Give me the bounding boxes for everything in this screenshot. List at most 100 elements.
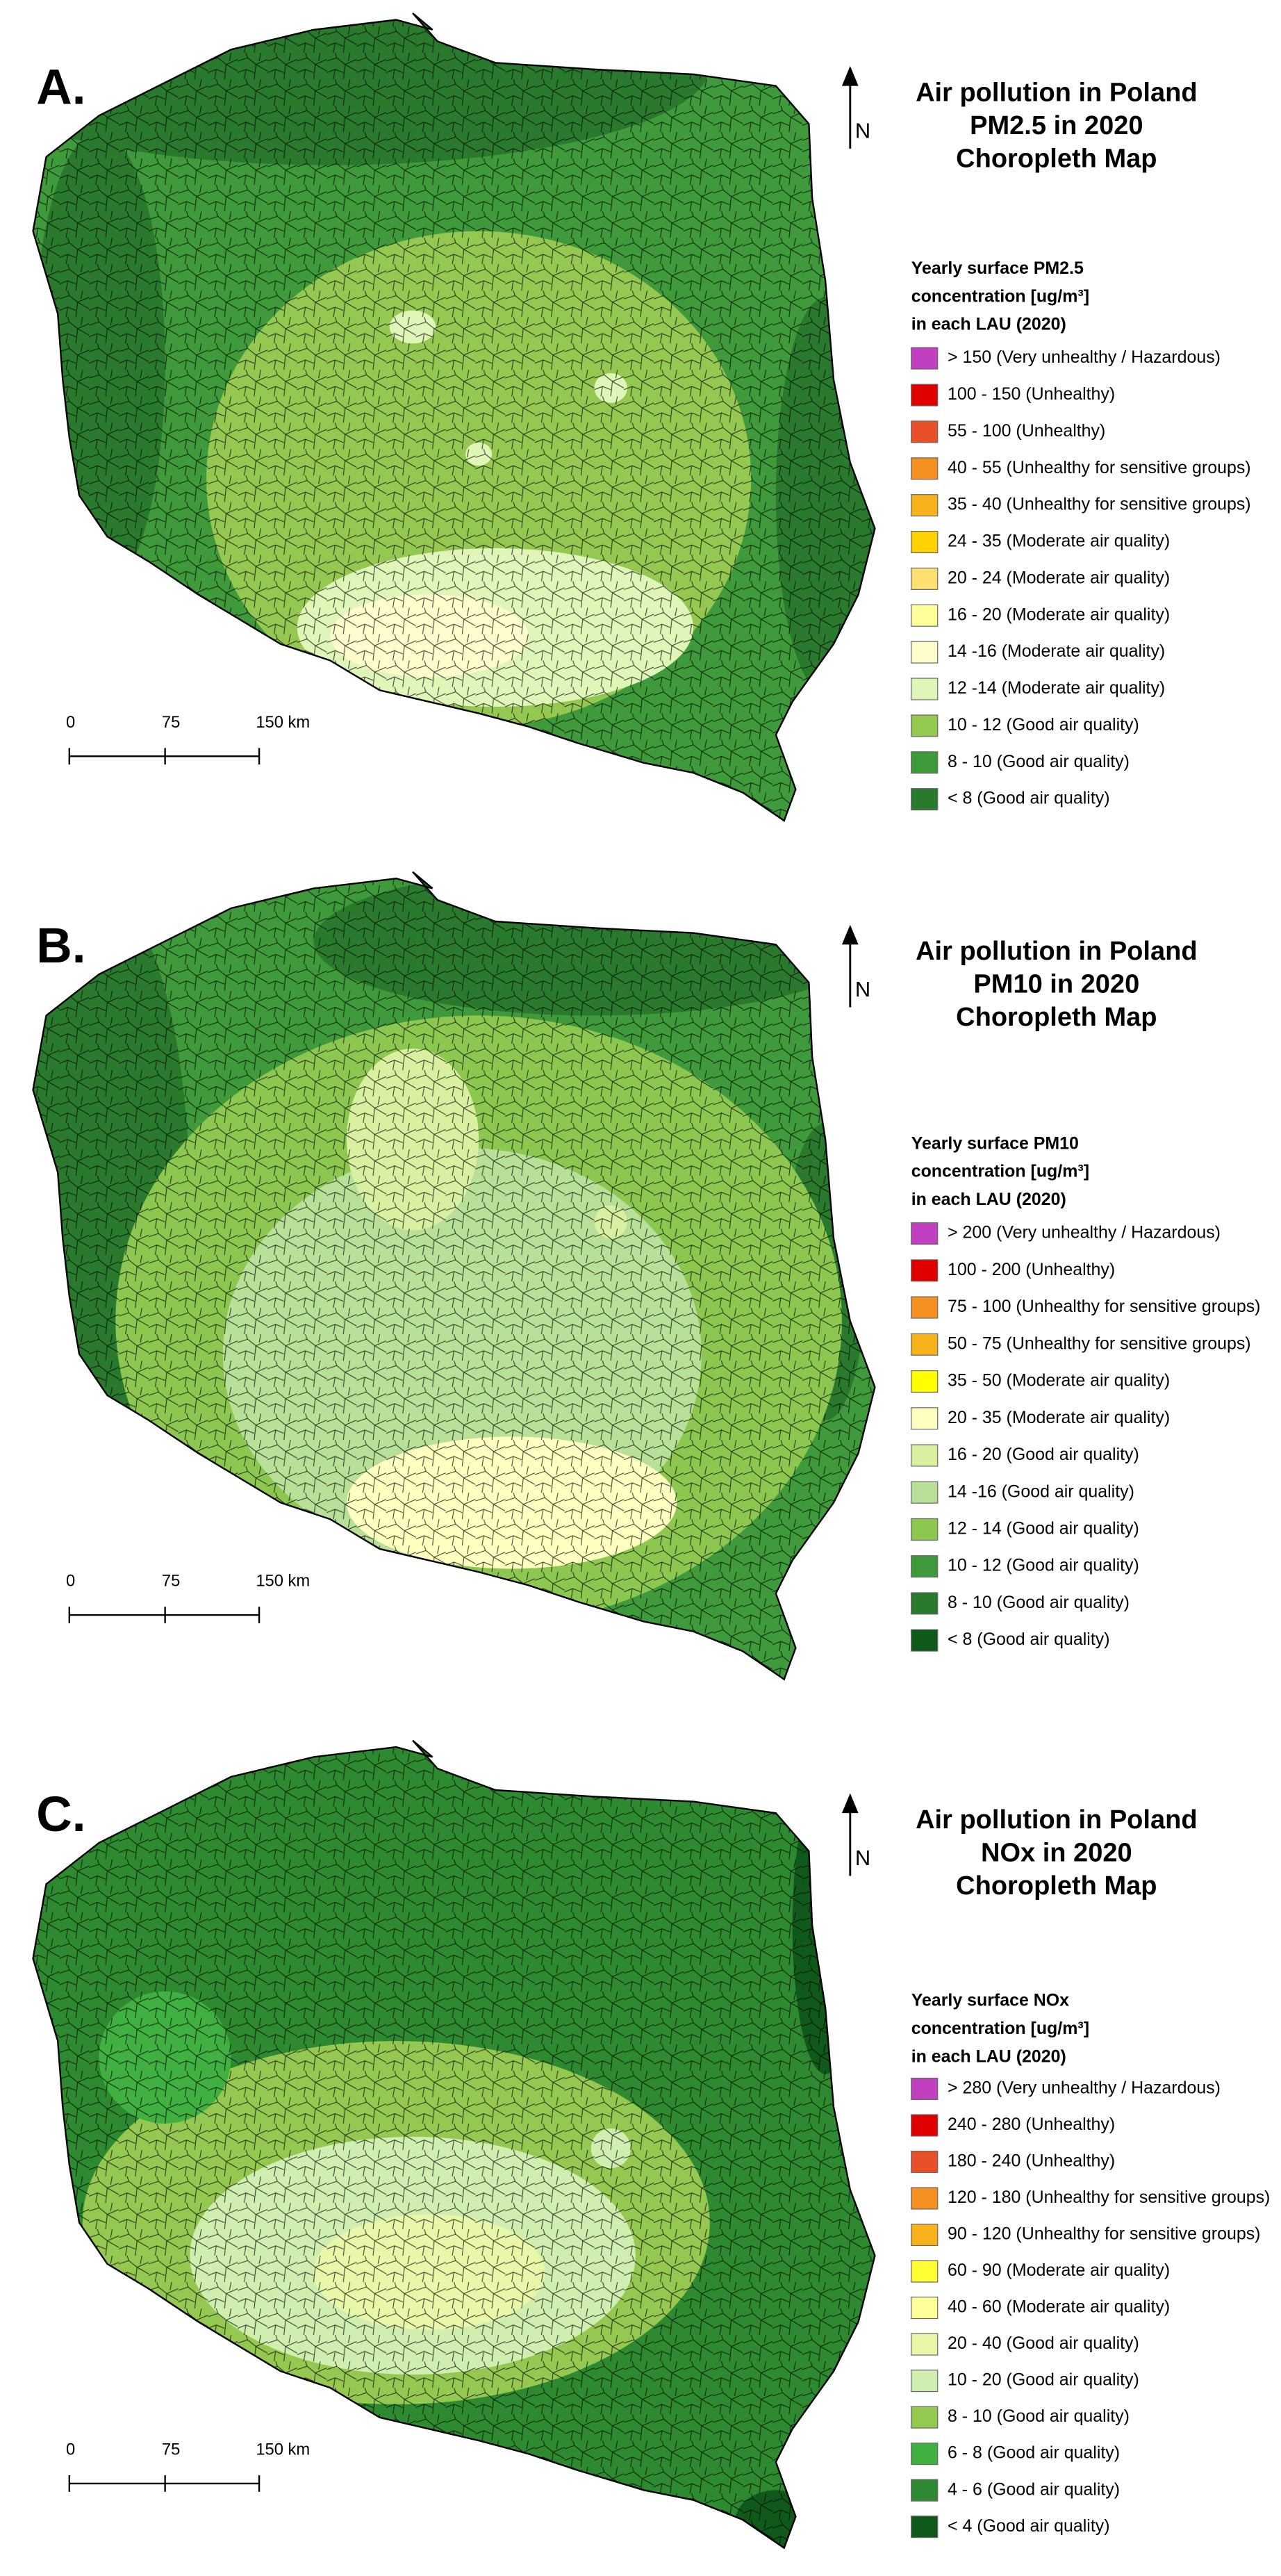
legend-swatch (911, 347, 939, 370)
legend-swatch (911, 2297, 939, 2320)
legend-swatch (911, 457, 939, 480)
legend-label: > 150 (Very unhealthy / Hazardous) (948, 347, 1221, 367)
map-title: Air pollution in Poland (916, 937, 1197, 966)
legend-swatch (911, 1444, 939, 1467)
legend-swatch (911, 2260, 939, 2283)
legend-label: 180 - 240 (Unhealthy) (948, 2151, 1115, 2171)
legend-swatch (911, 1296, 939, 1319)
map-title: Choropleth Map (956, 145, 1157, 174)
legend-swatch (911, 2150, 939, 2174)
legend-swatch (911, 678, 939, 700)
map (33, 871, 875, 1680)
north-arrow-head (841, 1793, 859, 1814)
legend-swatch (911, 641, 939, 664)
legend-swatch (911, 2333, 939, 2356)
legend-swatch (911, 2516, 939, 2538)
legend-label: 16 - 20 (Moderate air quality) (948, 605, 1170, 624)
north-arrow-head (841, 66, 859, 86)
legend-label: 12 -14 (Moderate air quality) (948, 678, 1165, 698)
legend-label: < 8 (Good air quality) (948, 789, 1110, 808)
legend-label: > 200 (Very unhealthy / Hazardous) (948, 1223, 1221, 1242)
legend-label: 10 - 20 (Good air quality) (948, 2370, 1139, 2390)
legend-label: 14 -16 (Good air quality) (948, 1482, 1134, 1501)
legend-swatch (911, 2187, 939, 2210)
north-label: N (855, 118, 870, 142)
legend-label: 35 - 40 (Unhealthy for sensitive groups) (948, 495, 1251, 514)
legend-swatch (911, 2224, 939, 2247)
legend-swatch (911, 604, 939, 627)
legend-swatch (911, 2370, 939, 2393)
legend-swatch (911, 1629, 939, 1652)
scale-label: 75 (162, 2440, 180, 2459)
panel-label: B. (36, 918, 85, 974)
map-outline (32, 871, 876, 1681)
legend-swatch (911, 1259, 939, 1282)
legend-swatch (911, 1222, 939, 1245)
legend-label: 120 - 180 (Unhealthy for sensitive group… (948, 2188, 1270, 2207)
panel: B. Air pollution in Poland PM10 in 2020 Cho… (32, 871, 1261, 1681)
legend-title: Yearly surface NOx (911, 1991, 1069, 2010)
map-title: Choropleth Map (956, 1871, 1157, 1901)
legend-label: 8 - 10 (Good air quality) (948, 2406, 1130, 2426)
legend-swatch (911, 1555, 939, 1578)
legend-label: 75 - 100 (Unhealthy for sensitive groups… (948, 1297, 1261, 1316)
scale-label: 150 km (256, 2440, 310, 2459)
legend-label: 90 - 120 (Unhealthy for sensitive groups… (948, 2224, 1261, 2244)
legend-swatch (911, 1370, 939, 1393)
legend-label: 50 - 75 (Unhealthy for sensitive groups) (948, 1334, 1251, 1353)
legend-label: 100 - 150 (Unhealthy) (948, 384, 1115, 404)
legend-title: concentration [ug/m³] (911, 286, 1089, 306)
legend-label: 16 - 20 (Good air quality) (948, 1445, 1139, 1464)
legend-label: 100 - 200 (Unhealthy) (948, 1260, 1115, 1279)
legend-label: 24 - 35 (Moderate air quality) (948, 532, 1170, 551)
legend-label: 35 - 50 (Moderate air quality) (948, 1371, 1170, 1390)
legend-label: 20 - 35 (Moderate air quality) (948, 1408, 1170, 1427)
north-label: N (855, 1846, 870, 1870)
legend-swatch (911, 2443, 939, 2466)
legend-swatch (911, 714, 939, 737)
legend-label: 14 -16 (Moderate air quality) (948, 641, 1165, 661)
legend-swatch (911, 2479, 939, 2502)
legend-title: concentration [ug/m³] (911, 2019, 1089, 2038)
legend-swatch (911, 494, 939, 517)
legend-swatch (911, 2114, 939, 2137)
map-title: NOx in 2020 (981, 1839, 1132, 1868)
legend-label: 40 - 55 (Unhealthy for sensitive groups) (948, 458, 1251, 477)
legend-label: 4 - 6 (Good air quality) (948, 2479, 1120, 2499)
map-title: PM2.5 in 2020 (970, 111, 1143, 140)
legend-title: Yearly surface PM10 (911, 1133, 1079, 1153)
legend-swatch (911, 751, 939, 774)
legend-swatch (911, 788, 939, 811)
legend-swatch (911, 420, 939, 443)
legend-label: 8 - 10 (Good air quality) (948, 1593, 1130, 1612)
map-title: Air pollution in Poland (916, 1805, 1197, 1835)
legend-title: Yearly surface PM2.5 (911, 259, 1084, 278)
legend-title: in each LAU (2020) (911, 2046, 1066, 2066)
legend-label: 40 - 60 (Moderate air quality) (948, 2297, 1170, 2317)
panel: A. Air pollution in Poland PM2.5 in 2020 Ch… (32, 13, 1251, 822)
legend-label: 20 - 40 (Good air quality) (948, 2333, 1139, 2353)
legend-title: in each LAU (2020) (911, 315, 1066, 334)
legend-label: 240 - 280 (Unhealthy) (948, 2115, 1115, 2134)
legend-swatch (911, 530, 939, 554)
legend-title: in each LAU (2020) (911, 1190, 1066, 1209)
legend-swatch (911, 384, 939, 407)
legend-label: 12 - 14 (Good air quality) (948, 1519, 1139, 1539)
north-label: N (855, 977, 870, 1001)
north-arrow-head (841, 924, 859, 945)
scale-label: 150 km (256, 1572, 310, 1591)
map-outline (32, 13, 876, 822)
legend-swatch (911, 1333, 939, 1356)
map-title: Air pollution in Poland (916, 78, 1197, 107)
scale-label: 0 (66, 1572, 75, 1591)
legend-swatch (911, 1481, 939, 1504)
legend-label: 10 - 12 (Good air quality) (948, 715, 1139, 735)
legend-swatch (911, 567, 939, 590)
legend-label: 60 - 90 (Moderate air quality) (948, 2261, 1170, 2280)
legend-label: < 4 (Good air quality) (948, 2516, 1110, 2536)
scale-label: 150 km (256, 713, 310, 732)
legend-label: 20 - 24 (Moderate air quality) (948, 568, 1170, 587)
legend-swatch (911, 1407, 939, 1430)
